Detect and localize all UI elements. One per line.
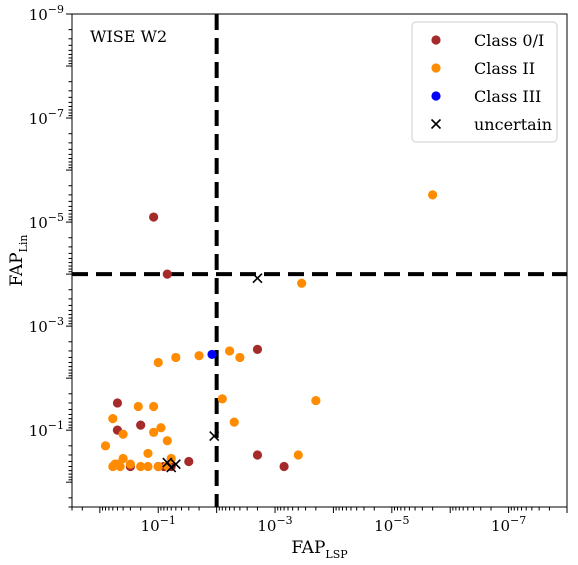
legend-label: Class 0/I: [474, 31, 544, 50]
legend-label: Class III: [474, 87, 541, 106]
y-tick-label: 10−5: [29, 211, 64, 232]
data-point: [162, 436, 172, 446]
data-point: [118, 453, 128, 464]
axis-labels: 10−1 10−3 10−5 10−7 10−1 10−3 10−5 10−7 10−9 FAPL…: [7, 3, 526, 561]
data-point-x: [209, 431, 220, 442]
data-point: [194, 351, 204, 361]
data-point: [224, 346, 235, 356]
data-point: [125, 459, 135, 469]
x-tick-label: 10−5: [374, 514, 409, 535]
y-tick-label: 10−1: [29, 419, 64, 440]
data-point: [153, 461, 163, 472]
y-tick-label: 10−9: [29, 3, 64, 24]
data-points: [100, 190, 438, 473]
data-point: [156, 423, 166, 433]
data-point: [149, 212, 159, 222]
y-tick-label: 10−7: [29, 107, 64, 128]
axis-ticks: [66, 13, 568, 513]
data-point: [252, 450, 263, 460]
data-point: [143, 461, 153, 472]
data-point: [153, 357, 163, 368]
legend: Class 0/I Class II Class III uncertain: [411, 21, 558, 143]
series-class-iii: [207, 349, 217, 360]
data-point: [108, 414, 118, 424]
data-point: [311, 395, 321, 406]
data-point: [136, 461, 146, 472]
data-point: [149, 427, 159, 437]
series-uncertain: [162, 273, 263, 473]
data-point: [143, 448, 153, 459]
y-axis-label: FAPLin: [7, 235, 30, 287]
data-point: [110, 459, 120, 469]
data-point: [207, 349, 217, 360]
legend-marker: [431, 63, 441, 73]
data-point: [112, 398, 123, 408]
legend-marker: [431, 35, 441, 45]
data-point: [171, 352, 181, 363]
x-axis-label: FAPLSP: [291, 538, 348, 561]
data-point-x: [252, 273, 263, 284]
data-point: [184, 456, 194, 467]
data-point-x: [166, 462, 177, 473]
x-tick-label: 10−7: [491, 514, 526, 535]
data-point: [118, 429, 128, 439]
data-point: [162, 269, 172, 279]
legend-marker-x: [430, 118, 442, 130]
data-point: [149, 401, 159, 412]
data-point: [217, 394, 227, 404]
data-point: [279, 461, 289, 472]
data-point: [136, 420, 146, 430]
data-point: [235, 352, 245, 363]
data-point: [428, 190, 438, 200]
x-tick-label: 10−3: [257, 514, 292, 535]
data-point-x: [170, 459, 181, 470]
data-point: [100, 441, 111, 451]
legend-box: [411, 21, 558, 143]
y-tick-label: 10−3: [29, 315, 64, 336]
legend-marker: [431, 91, 441, 101]
x-tick-label: 10−1: [141, 514, 176, 535]
data-point: [297, 278, 307, 288]
data-point: [252, 344, 263, 354]
data-point: [133, 401, 143, 412]
legend-label: uncertain: [474, 115, 552, 134]
legend-label: Class II: [474, 59, 535, 78]
data-point: [229, 417, 239, 427]
panel-label: WISE W2: [90, 27, 167, 46]
data-point: [293, 450, 303, 460]
threshold-lines: [72, 14, 567, 507]
